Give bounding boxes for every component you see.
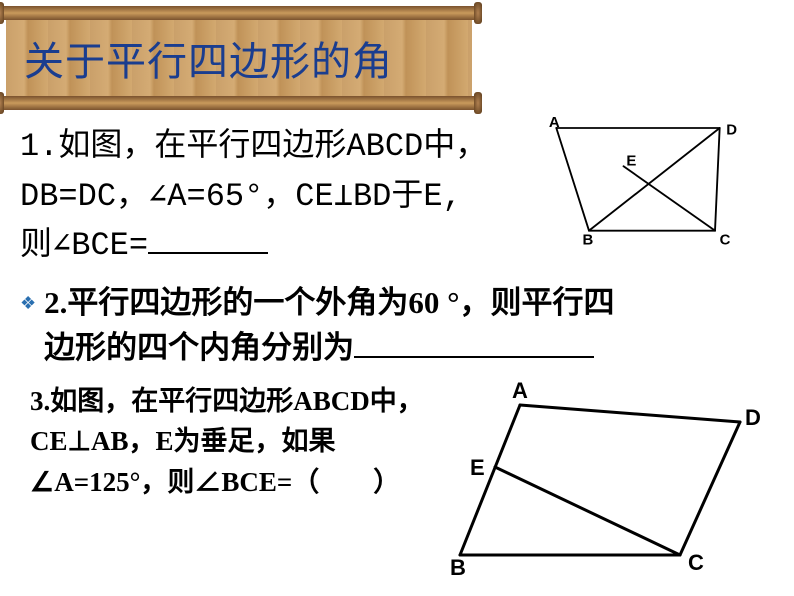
banner-title: 关于平行四边形的角: [24, 29, 393, 87]
banner-rod-bottom: [0, 96, 478, 110]
banner-rod-top: [0, 6, 478, 20]
q1-line3-prefix: 则∠BCE=: [20, 227, 148, 264]
rod-cap: [0, 2, 4, 24]
title-banner: 关于平行四边形的角: [0, 6, 478, 110]
svg-text:B: B: [450, 555, 466, 580]
question-2: 2.平行四边形的一个外角为60 °，则平行四 边形的四个内角分别为: [44, 281, 764, 371]
svg-text:B: B: [582, 232, 593, 249]
svg-text:D: D: [745, 405, 761, 430]
question-1: 1.如图，在平行四边形ABCD中， DB=DC，∠A=65°，CE⊥BD于E, …: [20, 122, 550, 271]
q2-line1: 2.平行四边形的一个外角为60 °，则平行四: [44, 285, 614, 320]
svg-text:C: C: [688, 550, 704, 575]
svg-text:A: A: [549, 114, 560, 131]
figure-2-diagram: A D B C E: [430, 380, 770, 580]
q3-line1: 3.如图，在平行四边形ABCD中，: [30, 386, 424, 416]
q1-blank: [148, 225, 268, 254]
rod-cap: [474, 92, 482, 114]
figure-1-diagram: A D B C E: [530, 114, 760, 254]
rod-cap: [0, 92, 4, 114]
q2-blank: [354, 330, 594, 358]
svg-text:D: D: [726, 122, 737, 139]
svg-text:E: E: [470, 455, 485, 480]
q2-line2-prefix: 边形的四个内角分别为: [44, 330, 354, 365]
svg-text:A: A: [512, 380, 528, 403]
diamond-bullet-icon: ❖: [20, 293, 36, 314]
q1-line1: 1.如图，在平行四边形ABCD中，: [20, 128, 487, 165]
question-3: 3.如图，在平行四边形ABCD中， CE⊥AB，E为垂足，如果 ∠A=125°，…: [30, 381, 430, 503]
rod-cap: [474, 2, 482, 24]
svg-text:C: C: [720, 232, 731, 249]
q1-line2: DB=DC，∠A=65°，CE⊥BD于E,: [20, 178, 462, 215]
q3-line2: CE⊥AB，E为垂足，如果: [30, 426, 336, 456]
banner-panel: 关于平行四边形的角: [6, 20, 472, 96]
question-2-row: ❖ 2.平行四边形的一个外角为60 °，则平行四 边形的四个内角分别为: [20, 281, 774, 371]
svg-text:E: E: [626, 152, 636, 169]
q3-line3: ∠A=125°，则∠BCE=（ ）: [30, 467, 400, 497]
